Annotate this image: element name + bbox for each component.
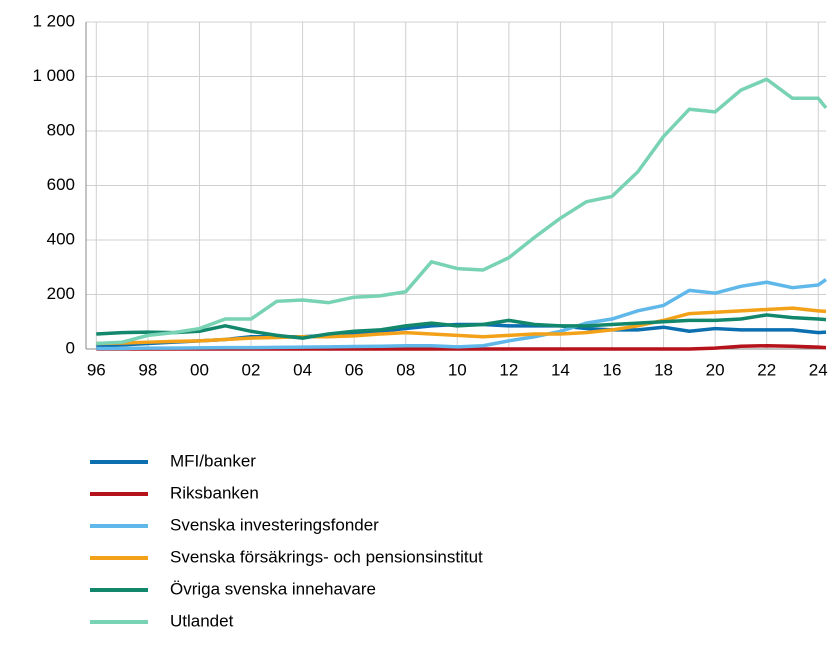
legend-label: Övriga svenska innehavare	[170, 579, 376, 598]
x-tick-label: 96	[87, 360, 106, 379]
y-tick-label: 1 200	[32, 11, 75, 30]
y-tick-label: 0	[66, 338, 75, 357]
x-tick-label: 16	[603, 360, 622, 379]
series-line	[96, 77, 828, 346]
x-tick-label: 24	[809, 360, 828, 379]
x-tick-label: 18	[654, 360, 673, 379]
legend-label: Svenska investeringsfonder	[170, 515, 379, 534]
x-tick-label: 14	[551, 360, 570, 379]
x-tick-label: 02	[242, 360, 261, 379]
legend-label: Svenska försäkrings- och pensionsinstitu…	[170, 547, 483, 566]
y-tick-label: 400	[47, 229, 75, 248]
x-tick-label: 06	[345, 360, 364, 379]
x-tick-label: 20	[706, 360, 725, 379]
y-tick-label: 200	[47, 284, 75, 303]
y-tick-label: 800	[47, 120, 75, 139]
y-tick-label: 1 000	[32, 66, 75, 85]
x-tick-label: 98	[138, 360, 157, 379]
x-tick-label: 22	[757, 360, 776, 379]
series-line	[96, 278, 828, 351]
x-tick-label: 12	[499, 360, 518, 379]
x-tick-label: 08	[396, 360, 415, 379]
x-tick-label: 00	[190, 360, 209, 379]
x-tick-label: 10	[448, 360, 467, 379]
y-tick-label: 600	[47, 175, 75, 194]
x-tick-label: 04	[293, 360, 312, 379]
series-line	[96, 313, 827, 340]
legend-label: Riksbanken	[170, 483, 259, 502]
legend-label: MFI/banker	[170, 451, 256, 470]
series-line	[96, 306, 827, 346]
legend-label: Utlandet	[170, 611, 234, 630]
